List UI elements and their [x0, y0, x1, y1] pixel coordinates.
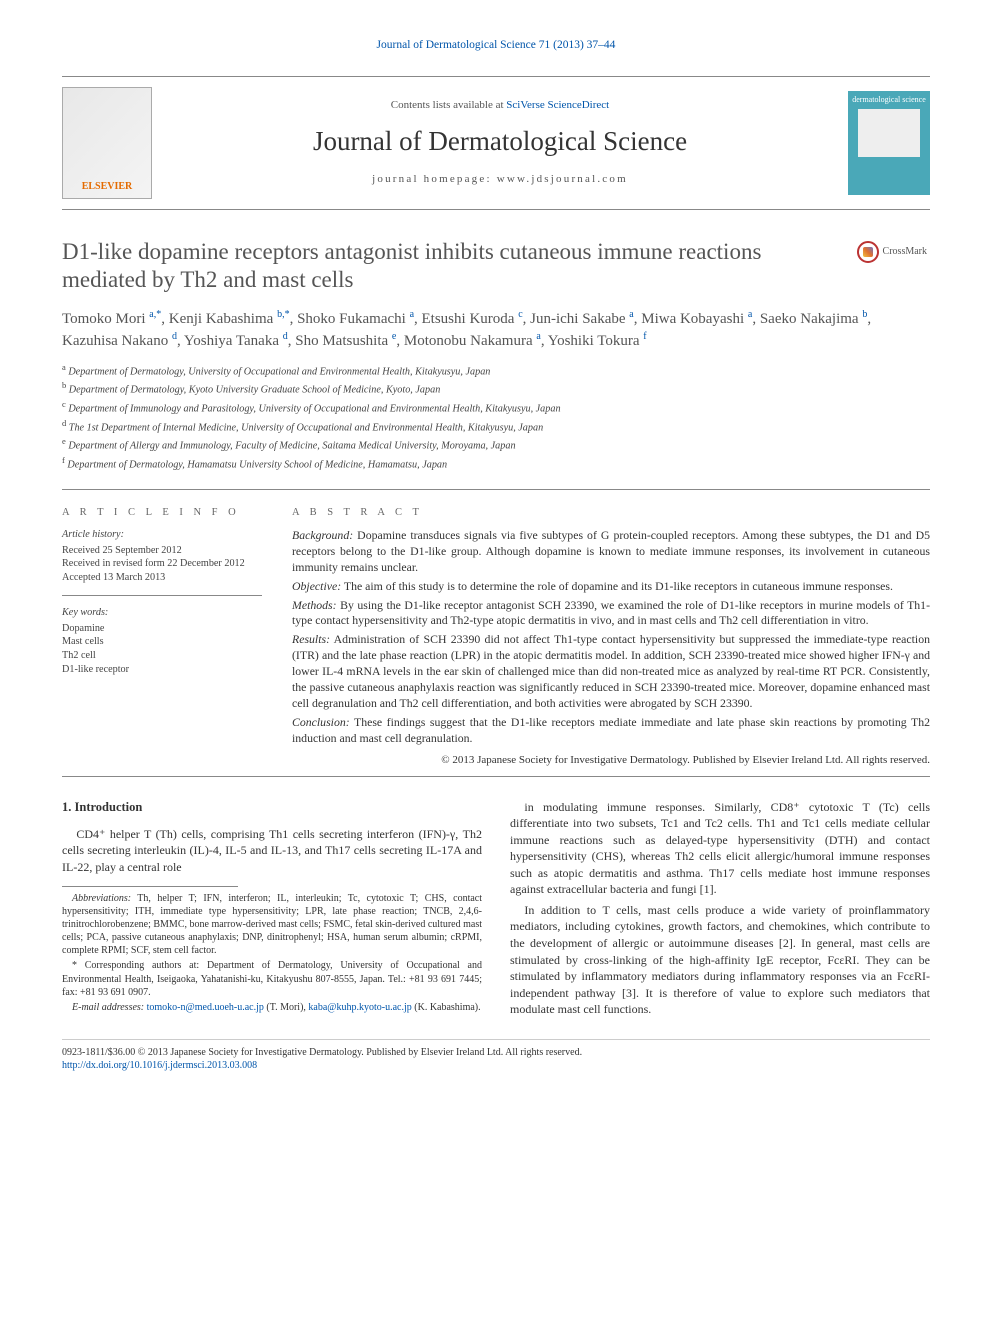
history-revised: Received in revised form 22 December 201… — [62, 557, 262, 571]
affiliations: a Department of Dermatology, University … — [62, 362, 930, 473]
abs-methods: Methods: By using the D1-like receptor a… — [292, 598, 930, 630]
abs-conclusion: Conclusion: These findings suggest that … — [292, 715, 930, 747]
running-head: Journal of Dermatological Science 71 (20… — [62, 38, 930, 54]
intro-p2: in modulating immune responses. Similarl… — [510, 799, 930, 898]
publisher-logo: ELSEVIER — [62, 87, 152, 199]
crossmark-icon — [857, 241, 879, 263]
email-link[interactable]: kaba@kuhp.kyoto-u.ac.jp — [308, 1002, 411, 1013]
contents-line: Contents lists available at SciVerse Sci… — [170, 98, 830, 113]
email-link[interactable]: tomoko-n@med.uoeh-u.ac.jp — [147, 1002, 264, 1013]
crossmark-badge[interactable]: CrossMark — [854, 238, 930, 266]
divider — [62, 489, 930, 490]
abstract-copyright: © 2013 Japanese Society for Investigativ… — [292, 753, 930, 768]
article-history: Article history: Received 25 September 2… — [62, 528, 262, 596]
abstract-col: A B S T R A C T Background: Dopamine tra… — [292, 506, 930, 768]
footnotes: Abbreviations: Th, helper T; IFN, interf… — [62, 892, 482, 1015]
keywords: Key words: Dopamine Mast cells Th2 cell … — [62, 606, 262, 677]
issn-copyright-line: 0923-1811/$36.00 © 2013 Japanese Society… — [62, 1046, 930, 1060]
section-heading-intro: 1. Introduction — [62, 799, 482, 816]
history-accepted: Accepted 13 March 2013 — [62, 571, 262, 585]
affiliation: a Department of Dermatology, University … — [62, 362, 930, 380]
crossmark-label: CrossMark — [883, 245, 927, 259]
affiliation: f Department of Dermatology, Hamamatsu U… — [62, 455, 930, 473]
abs-results: Results: Administration of SCH 23390 did… — [292, 632, 930, 712]
keyword: Th2 cell — [62, 649, 262, 663]
running-head-link[interactable]: Journal of Dermatological Science 71 (20… — [377, 39, 616, 51]
contents-prefix: Contents lists available at — [391, 99, 506, 111]
body-columns: 1. Introduction CD4⁺ helper T (Th) cells… — [62, 799, 930, 1019]
article-info-col: A R T I C L E I N F O Article history: R… — [62, 506, 262, 768]
keyword: D1-like receptor — [62, 663, 262, 677]
abstract-label: A B S T R A C T — [292, 506, 930, 520]
title-row: D1-like dopamine receptors antagonist in… — [62, 238, 930, 294]
intro-p1: CD4⁺ helper T (Th) cells, comprising Th1… — [62, 826, 482, 876]
abs-objective: Objective: The aim of this study is to d… — [292, 579, 930, 595]
footnote-divider — [62, 886, 238, 887]
intro-p3: In addition to T cells, mast cells produ… — [510, 902, 930, 1018]
page-footer-meta: 0923-1811/$36.00 © 2013 Japanese Society… — [62, 1039, 930, 1073]
cover-image-placeholder — [858, 109, 920, 157]
fn-email: E-mail addresses: tomoko-n@med.uoeh-u.ac… — [62, 1001, 482, 1014]
fn-abbr: Abbreviations: Th, helper T; IFN, interf… — [62, 892, 482, 958]
abs-background: Background: Dopamine transduces signals … — [292, 528, 930, 576]
journal-title: Journal of Dermatological Science — [170, 123, 830, 159]
history-head: Article history: — [62, 528, 262, 542]
history-received: Received 25 September 2012 — [62, 544, 262, 558]
journal-cover-thumb: dermatological science — [848, 91, 930, 195]
affiliation: d The 1st Department of Internal Medicin… — [62, 418, 930, 436]
keyword: Mast cells — [62, 635, 262, 649]
masthead: ELSEVIER Contents lists available at Sci… — [62, 76, 930, 210]
keyword: Dopamine — [62, 622, 262, 636]
affiliation: b Department of Dermatology, Kyoto Unive… — [62, 380, 930, 398]
fn-corresponding: * Corresponding authors at: Department o… — [62, 959, 482, 999]
article-info-abstract: A R T I C L E I N F O Article history: R… — [62, 506, 930, 768]
masthead-center: Contents lists available at SciVerse Sci… — [152, 98, 848, 186]
contents-link[interactable]: SciVerse ScienceDirect — [506, 99, 609, 111]
article-title: D1-like dopamine receptors antagonist in… — [62, 238, 842, 294]
doi-link[interactable]: http://dx.doi.org/10.1016/j.jdermsci.201… — [62, 1060, 257, 1071]
affiliation: e Department of Allergy and Immunology, … — [62, 436, 930, 454]
article-info-label: A R T I C L E I N F O — [62, 506, 262, 520]
keywords-head: Key words: — [62, 606, 262, 620]
affiliation: c Department of Immunology and Parasitol… — [62, 399, 930, 417]
journal-homepage: journal homepage: www.jdsjournal.com — [170, 172, 830, 187]
divider — [62, 776, 930, 777]
author-list: Tomoko Mori a,*, Kenji Kabashima b,*, Sh… — [62, 308, 930, 352]
